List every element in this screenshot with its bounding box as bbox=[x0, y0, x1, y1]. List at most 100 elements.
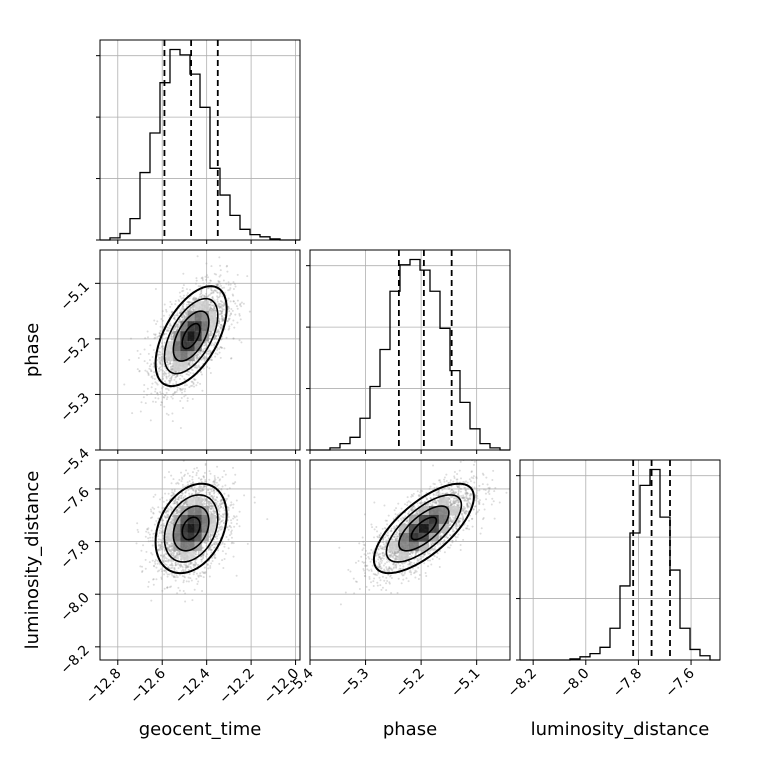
scatter-point bbox=[139, 353, 142, 356]
scatter-point bbox=[176, 512, 179, 515]
scatter-point bbox=[170, 333, 173, 336]
scatter-point bbox=[175, 375, 178, 378]
scatter-point bbox=[216, 284, 219, 287]
scatter-point bbox=[202, 498, 205, 501]
scatter-point bbox=[179, 309, 182, 312]
scatter-point bbox=[219, 525, 222, 528]
scatter-point bbox=[166, 513, 169, 516]
scatter-point bbox=[211, 498, 214, 501]
scatter-point bbox=[185, 565, 188, 568]
density-cell bbox=[173, 361, 181, 372]
scatter-point bbox=[219, 323, 222, 326]
scatter-point bbox=[170, 395, 173, 398]
scatter-point bbox=[160, 523, 163, 526]
scatter-point bbox=[209, 309, 212, 312]
scatter-point bbox=[211, 496, 214, 499]
scatter-point bbox=[159, 543, 162, 546]
scatter-point bbox=[177, 586, 180, 589]
scatter-point bbox=[176, 386, 179, 389]
scatter-point bbox=[224, 552, 227, 555]
scatter-point bbox=[177, 498, 180, 501]
scatter-point bbox=[128, 358, 131, 361]
scatter-point bbox=[207, 295, 210, 298]
scatter-point bbox=[198, 486, 201, 489]
scatter-point bbox=[165, 557, 168, 560]
scatter-point bbox=[174, 555, 177, 558]
scatter-point bbox=[221, 542, 224, 545]
scatter-point bbox=[221, 304, 224, 307]
scatter-point bbox=[173, 317, 176, 320]
scatter-point bbox=[240, 341, 243, 344]
scatter-point bbox=[174, 303, 177, 306]
scatter-point bbox=[204, 480, 207, 483]
scatter-point bbox=[161, 353, 164, 356]
scatter-point bbox=[199, 293, 202, 296]
scatter-point bbox=[191, 363, 194, 366]
scatter-point bbox=[230, 357, 233, 360]
scatter-point bbox=[160, 401, 163, 404]
scatter-point bbox=[218, 325, 221, 328]
scatter-point bbox=[174, 391, 177, 394]
scatter-point bbox=[176, 554, 179, 557]
scatter-point bbox=[222, 319, 225, 322]
scatter-point bbox=[197, 575, 200, 578]
scatter-point bbox=[171, 517, 174, 520]
scatter-point bbox=[162, 560, 165, 563]
scatter-point bbox=[218, 526, 221, 529]
scatter-point bbox=[202, 555, 205, 558]
scatter-point bbox=[183, 390, 186, 393]
scatter-point bbox=[175, 380, 178, 383]
scatter-point bbox=[162, 559, 165, 562]
scatter-point bbox=[204, 485, 207, 488]
scatter-point bbox=[198, 351, 201, 354]
scatter-point bbox=[150, 363, 153, 366]
scatter-point bbox=[213, 305, 216, 308]
scatter-point bbox=[175, 323, 178, 326]
scatter-point bbox=[210, 289, 213, 292]
scatter-point bbox=[220, 520, 223, 523]
scatter-point bbox=[206, 489, 209, 492]
scatter-point bbox=[161, 524, 164, 527]
scatter-point bbox=[192, 297, 195, 300]
scatter-point bbox=[208, 547, 211, 550]
scatter-point bbox=[229, 313, 232, 316]
scatter-point bbox=[201, 499, 204, 502]
scatter-point bbox=[168, 545, 171, 548]
scatter-point bbox=[189, 306, 192, 309]
scatter-point bbox=[140, 549, 143, 552]
scatter-point bbox=[180, 476, 183, 479]
scatter-point bbox=[200, 558, 203, 561]
scatter-point bbox=[218, 256, 221, 259]
scatter-point bbox=[212, 291, 215, 294]
scatter-point bbox=[188, 492, 191, 495]
scatter-point bbox=[232, 515, 235, 518]
scatter-point bbox=[194, 564, 197, 567]
scatter-point bbox=[146, 387, 149, 390]
scatter-point bbox=[159, 511, 162, 514]
histogram-phase bbox=[310, 258, 510, 451]
scatter-point bbox=[162, 325, 165, 328]
scatter-point bbox=[212, 489, 215, 492]
scatter-point bbox=[213, 289, 216, 292]
scatter-point bbox=[213, 299, 216, 302]
scatter-point bbox=[196, 563, 199, 566]
scatter-point bbox=[187, 576, 190, 579]
scatter-point bbox=[208, 334, 211, 337]
scatter-point bbox=[165, 571, 168, 574]
scatter-point bbox=[203, 295, 206, 298]
grid-2-2 bbox=[520, 460, 720, 660]
scatter-point bbox=[172, 575, 175, 578]
scatter-point bbox=[175, 574, 178, 577]
scatter-point bbox=[204, 502, 207, 505]
scatter-point bbox=[200, 575, 203, 578]
scatter-point bbox=[207, 567, 210, 570]
scatter-point bbox=[165, 552, 168, 555]
scatter-point bbox=[143, 360, 146, 363]
scatter-point bbox=[176, 511, 179, 514]
scatter-point bbox=[205, 343, 208, 346]
scatter-point bbox=[159, 366, 162, 369]
scatter-point bbox=[219, 521, 222, 524]
scatter-point bbox=[170, 508, 173, 511]
scatter-point bbox=[201, 277, 204, 280]
scatter-point bbox=[143, 390, 146, 393]
